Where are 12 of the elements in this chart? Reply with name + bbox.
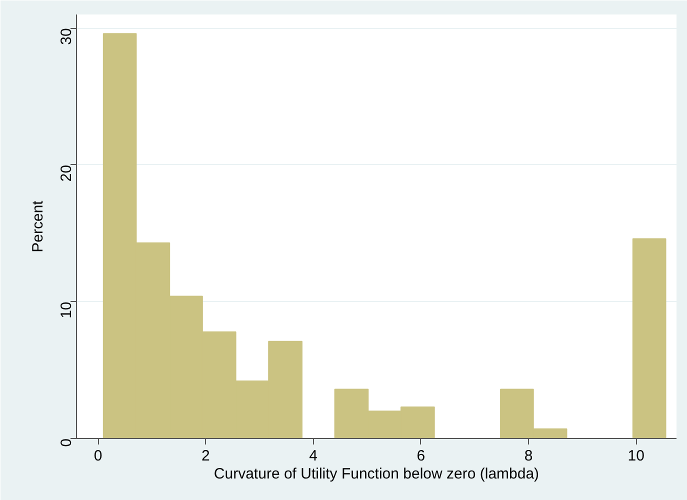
- x-tick-label: 4: [309, 448, 318, 464]
- x-tick-label: 10: [628, 448, 644, 464]
- y-tick-label: 30: [58, 28, 75, 45]
- y-axis-title: Percent: [30, 200, 46, 252]
- x-axis-title: Curvature of Utility Function below zero (lambda): [214, 466, 540, 482]
- y-tick-label: 20: [58, 164, 75, 182]
- x-tick-label: 6: [416, 448, 426, 464]
- x-tick-label: 8: [524, 448, 533, 464]
- x-tick-label: 2: [201, 448, 210, 464]
- y-tick-label: 10: [58, 302, 75, 318]
- x-tick-label: 0: [94, 448, 102, 464]
- y-tick-label: 0: [58, 438, 75, 447]
